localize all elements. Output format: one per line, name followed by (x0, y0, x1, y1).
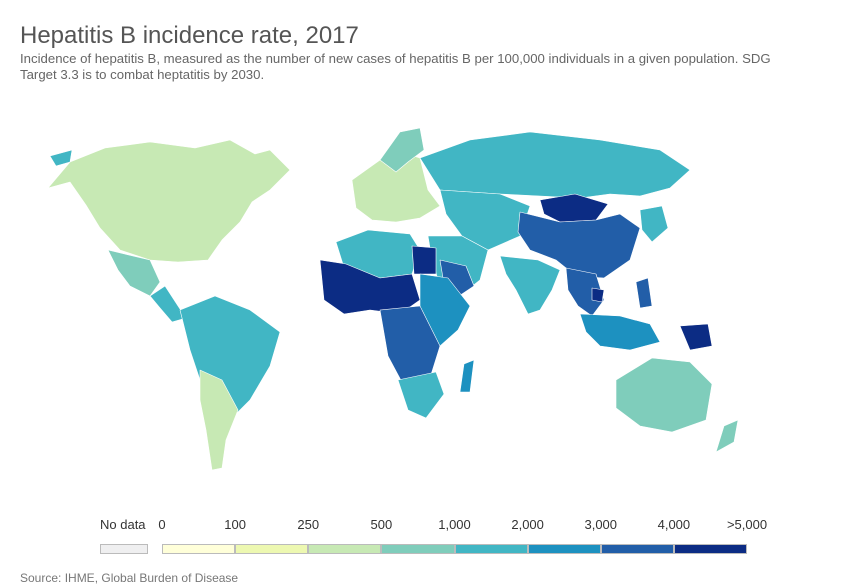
region-greenland[interactable] (295, 123, 351, 173)
region-south-america[interactable] (179, 295, 281, 431)
region-egypt[interactable] (411, 245, 437, 275)
legend-bin-swatch[interactable] (454, 544, 528, 554)
legend-bin-swatch[interactable] (600, 544, 674, 554)
chart-subtitle: Incidence of hepatitis B, measured as th… (20, 51, 771, 82)
source-note: Source: IHME, Global Burden of Disease (20, 571, 239, 585)
region-madagascar[interactable] (459, 359, 475, 393)
region-new-zealand[interactable] (715, 419, 739, 453)
legend-tick-label: 250 (297, 517, 320, 532)
region-india[interactable] (499, 255, 561, 315)
legend-tick-label: 3,000 (584, 517, 618, 532)
legend-bin-swatch[interactable] (308, 544, 382, 554)
world-choropleth-map (47, 123, 739, 471)
region-alaska[interactable] (49, 149, 73, 167)
legend-tick-label: 500 (370, 517, 393, 532)
legend-tick-label: 2,000 (511, 517, 544, 532)
legend-no-data-swatch (100, 544, 148, 554)
region-central-asia[interactable] (439, 189, 531, 251)
region-indonesia[interactable] (579, 313, 661, 351)
legend-bin-swatch[interactable] (673, 544, 747, 554)
legend-bin-swatch[interactable] (162, 544, 236, 554)
region-australia[interactable] (615, 357, 713, 433)
region-papua-new-guinea[interactable] (679, 323, 713, 351)
region-north-america[interactable] (47, 139, 291, 263)
chart-title: Hepatitis B incidence rate, 2017 (20, 22, 359, 49)
region-russia[interactable] (419, 131, 691, 199)
region-cambodia[interactable] (591, 287, 605, 303)
color-legend: No data 0 100 250 500 1,000 2,000 3,000 4,000 >5… (0, 510, 841, 560)
region-scandinavia[interactable] (379, 127, 425, 173)
legend-tick-label: 4,000 (657, 517, 691, 532)
region-japan-korea[interactable] (639, 205, 669, 243)
region-mongolia[interactable] (539, 193, 609, 223)
region-philippines[interactable] (635, 277, 653, 309)
region-central-america[interactable] (149, 285, 187, 323)
region-china[interactable] (517, 211, 641, 279)
region-southern-africa[interactable] (397, 371, 445, 419)
legend-tick-label: 100 (224, 517, 246, 532)
legend-bin-swatch[interactable] (527, 544, 601, 554)
region-southern-cone[interactable] (199, 369, 239, 471)
legend-bin-swatch[interactable] (235, 544, 309, 554)
legend-tick-label: 0 (158, 517, 166, 532)
legend-tick-label: 1,000 (438, 517, 471, 532)
legend-no-data-label: No data (100, 517, 146, 532)
legend-tick-label: >5,000 (726, 517, 768, 532)
legend-bin-swatch[interactable] (381, 544, 455, 554)
